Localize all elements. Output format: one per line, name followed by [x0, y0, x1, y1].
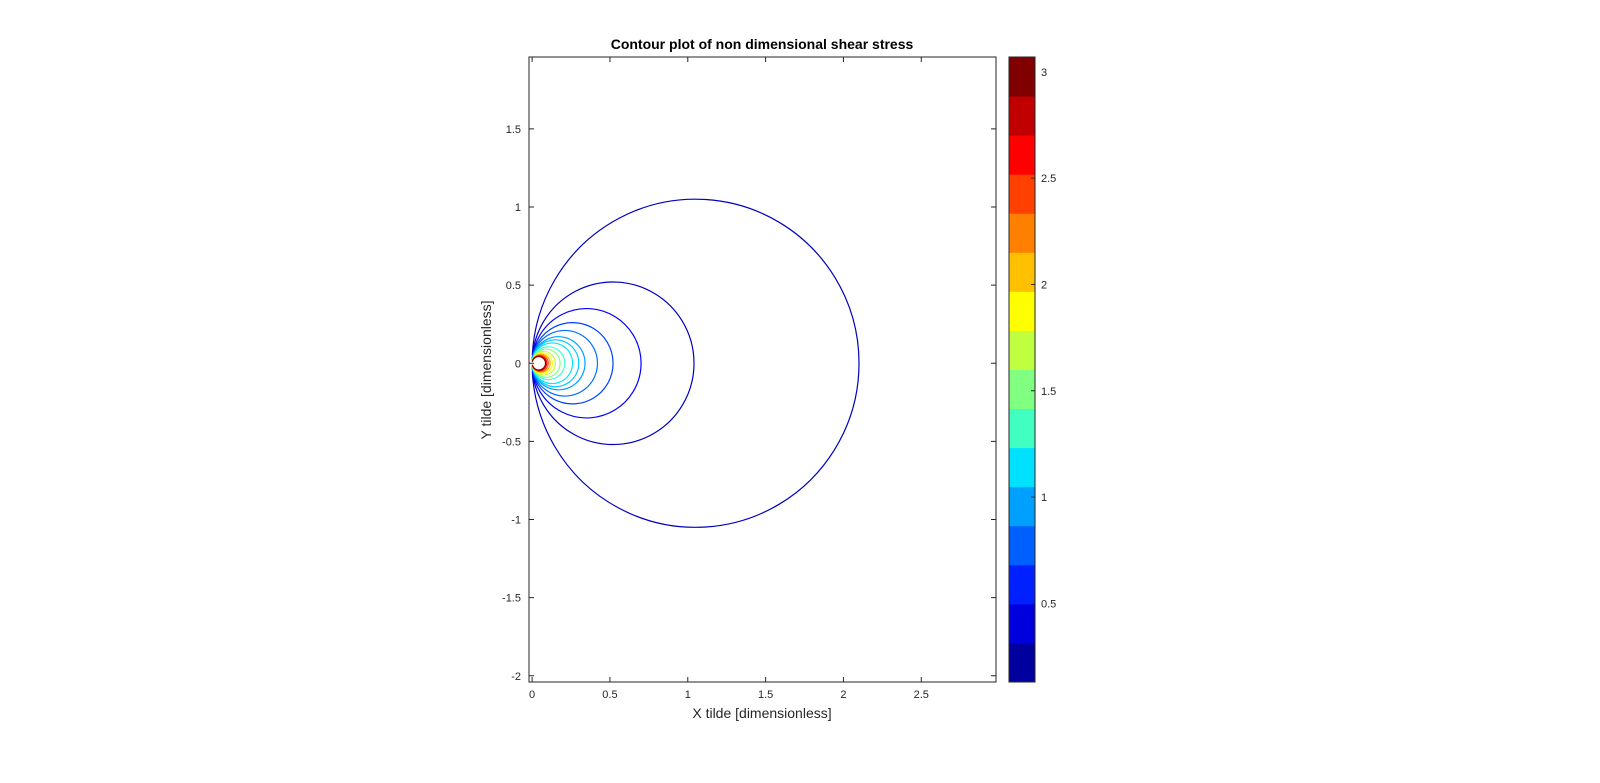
colorbar-band [1009, 57, 1035, 97]
colorbar-band [1009, 252, 1035, 292]
x-tick-label: 2.5 [914, 689, 929, 701]
x-tick-label: 2 [840, 689, 846, 701]
colorbar-band [1009, 330, 1035, 370]
x-tick-label: 0 [529, 689, 535, 701]
colorbar-band [1009, 408, 1035, 449]
colorbar: 0.5 1 1.5 2 2.5 3 [1008, 56, 1056, 683]
y-tick-label: -0.5 [502, 436, 521, 448]
contour-line-0.5 [531, 329, 599, 397]
contour-line-0.8 [531, 342, 574, 385]
x-axis-ticks: 0 0.5 1 1.5 2 2.5 [529, 57, 929, 701]
y-tick-label: -1.5 [502, 593, 521, 605]
y-tick-label: 0 [515, 358, 521, 370]
contour-line-3 [531, 355, 547, 371]
y-axis-ticks: -2 -1.5 -1 -0.5 0 0.5 1 1.5 [502, 124, 996, 683]
colorbar-tick-label: 0.5 [1041, 598, 1056, 610]
colorbar-tick-label: 2 [1041, 279, 1047, 291]
colorbar-tick-label: 1 [1041, 492, 1047, 504]
contour-line-0.2 [531, 281, 695, 446]
y-tick-label: -1 [511, 515, 521, 527]
colorbar-tick-label: 2.5 [1041, 173, 1056, 185]
contour-line-0.3 [531, 308, 642, 419]
colorbar-bands [1009, 57, 1035, 683]
colorbar-tick-label: 3 [1041, 67, 1047, 79]
colorbar-tick-label: 1.5 [1041, 386, 1056, 398]
contour-line-0.7 [531, 339, 580, 388]
y-tick-label: 1 [515, 202, 521, 214]
colorbar-band [1009, 564, 1035, 605]
colorbar-band [1009, 603, 1035, 644]
x-axis-label: X tilde [dimensionless] [692, 705, 831, 721]
colorbar-band [1009, 213, 1035, 253]
chart-title: Contour plot of non dimensional shear st… [611, 36, 914, 52]
contour-line-1.5 [531, 350, 556, 376]
y-axis-label: Y tilde [dimensionless] [478, 300, 494, 439]
contour-line-0.4 [531, 322, 614, 405]
y-tick-label: -2 [511, 671, 521, 683]
colorbar-ticks: 0.5 1 1.5 2 2.5 3 [1031, 67, 1056, 610]
x-tick-label: 0.5 [602, 689, 617, 701]
y-tick-label: 1.5 [506, 124, 521, 136]
contour-line-1.2 [531, 348, 561, 378]
contour-line-0.6 [531, 336, 586, 391]
x-tick-label: 1.5 [758, 689, 773, 701]
plot-area: 0 0.5 1 1.5 2 2.5 -2 -1.5 -1 -0.5 0 0.5 1 1.5 [502, 56, 997, 701]
colorbar-band [1009, 174, 1035, 214]
colorbar-band [1009, 96, 1035, 136]
colorbar-band [1009, 135, 1035, 175]
axes-box [528, 56, 997, 683]
colorbar-band [1009, 369, 1035, 410]
x-tick-label: 1 [685, 689, 691, 701]
colorbar-band [1009, 291, 1035, 331]
colorbar-band [1009, 525, 1035, 566]
colorbar-band [1009, 642, 1035, 683]
contour-lines [531, 198, 860, 528]
contour-line-1 [531, 346, 566, 381]
colorbar-band [1009, 447, 1035, 488]
colorbar-band [1009, 486, 1035, 527]
colorbar-box [1008, 56, 1036, 683]
y-tick-label: 0.5 [506, 280, 521, 292]
contour-line-0.1 [531, 198, 860, 528]
